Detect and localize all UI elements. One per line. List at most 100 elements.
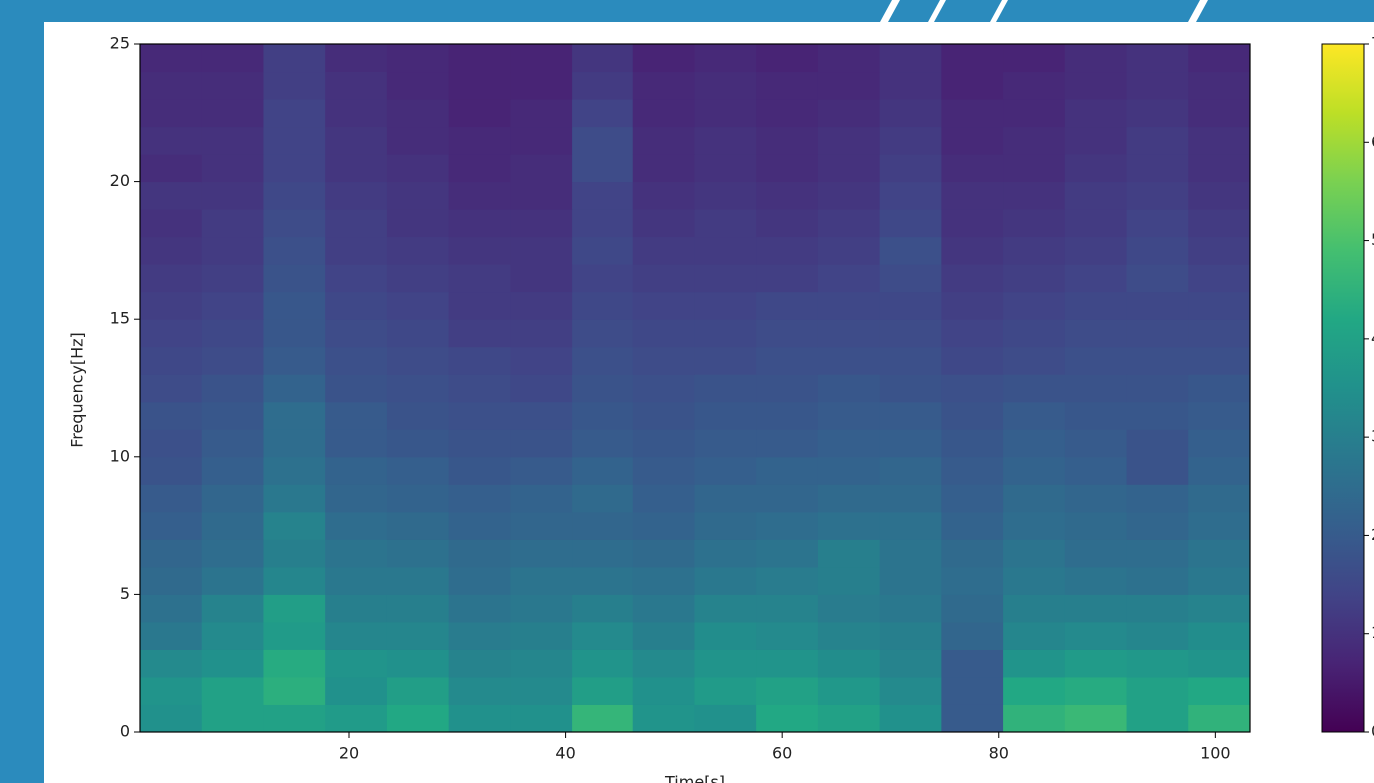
heatmap-cell	[1126, 319, 1189, 348]
heatmap-cell	[572, 401, 634, 430]
heatmap-cell	[879, 676, 942, 705]
colorbar-tick-label: 3	[1371, 427, 1374, 446]
heatmap-cell	[386, 264, 450, 293]
heatmap-cell	[201, 566, 264, 595]
heatmap-cell	[140, 126, 203, 155]
heatmap-cell	[632, 319, 695, 348]
heatmap-cell	[1064, 154, 1128, 183]
heatmap-cell	[879, 209, 942, 238]
heatmap-cell	[572, 511, 634, 540]
heatmap-cell	[448, 126, 511, 155]
heatmap-cell	[1188, 429, 1251, 458]
heatmap-cell	[140, 401, 203, 430]
heatmap-cell	[1126, 264, 1189, 293]
heatmap-cell	[817, 154, 881, 183]
heatmap-cell	[756, 71, 819, 100]
heatmap-cell	[879, 99, 942, 128]
heatmap-cell	[572, 456, 634, 485]
heatmap-cell	[941, 621, 1004, 650]
heatmap-cell	[263, 319, 326, 348]
heatmap-cell	[386, 704, 450, 733]
heatmap-cell	[1003, 264, 1066, 293]
heatmap-cell	[1188, 181, 1251, 210]
heatmap-cell	[1064, 539, 1128, 568]
heatmap-cell	[1188, 704, 1251, 733]
heatmap-cell	[510, 126, 573, 155]
heatmap-cell	[201, 99, 264, 128]
heatmap-cell	[817, 511, 881, 540]
heatmap-cell	[1003, 456, 1066, 485]
heatmap-cell	[1188, 236, 1251, 265]
heatmap-cell	[448, 209, 511, 238]
heatmap-cell	[632, 401, 695, 430]
heatmap-cell	[325, 511, 388, 540]
heatmap-cell	[263, 594, 326, 623]
heatmap-cell	[1003, 704, 1066, 733]
heatmap-cell	[694, 44, 757, 73]
heatmap-cell	[756, 154, 819, 183]
heatmap-cell	[448, 374, 511, 403]
heatmap-cell	[325, 319, 388, 348]
x-axis-label: Time[s]	[664, 773, 725, 783]
heatmap-cell	[201, 374, 264, 403]
heatmap-cell	[510, 649, 573, 678]
heatmap-cell	[201, 676, 264, 705]
heatmap-cell	[817, 539, 881, 568]
heatmap-cell	[263, 181, 326, 210]
heatmap-cell	[632, 676, 695, 705]
heatmap-cell	[817, 346, 881, 375]
heatmap-cell	[325, 374, 388, 403]
heatmap-cell	[448, 291, 511, 320]
heatmap-cell	[201, 126, 264, 155]
heatmap-cell	[1126, 511, 1189, 540]
heatmap-cell	[694, 539, 757, 568]
heatmap-cell	[756, 99, 819, 128]
y-tick-label: 15	[110, 309, 130, 328]
heatmap-cell	[572, 319, 634, 348]
heatmap-cell	[1126, 621, 1189, 650]
heatmap-cell	[386, 291, 450, 320]
heatmap-cell	[510, 291, 573, 320]
heatmap-cell	[572, 291, 634, 320]
heatmap-cell	[448, 44, 511, 73]
heatmap-cell	[879, 291, 942, 320]
heatmap-cell	[572, 126, 634, 155]
heatmap-cell	[632, 71, 695, 100]
heatmap-cell	[263, 566, 326, 595]
heatmap-cell	[1064, 566, 1128, 595]
y-axis-label: Frequency[Hz]	[68, 332, 87, 448]
heatmap-cell	[386, 99, 450, 128]
heatmap-cell	[1126, 346, 1189, 375]
heatmap-cell	[1003, 401, 1066, 430]
heatmap-cell	[201, 484, 264, 513]
heatmap-cell	[510, 456, 573, 485]
colorbar-tick-label: 5	[1371, 230, 1374, 249]
heatmap-cell	[510, 704, 573, 733]
heatmap-cell	[1003, 374, 1066, 403]
heatmap-cell	[1126, 236, 1189, 265]
heatmap-cell	[1064, 291, 1128, 320]
heatmap-cell	[1064, 126, 1128, 155]
heatmap-cell	[1003, 566, 1066, 595]
heatmap-cell	[694, 99, 757, 128]
heatmap-cell	[817, 621, 881, 650]
heatmap-cell	[941, 374, 1004, 403]
heatmap-cell	[263, 264, 326, 293]
heatmap-cell	[386, 511, 450, 540]
heatmap-cell	[572, 594, 634, 623]
heatmap-cell	[448, 401, 511, 430]
colorbar	[1321, 43, 1365, 733]
heatmap-cell	[510, 181, 573, 210]
heatmap-cell	[386, 566, 450, 595]
heatmap-cell	[325, 264, 388, 293]
heatmap-cell	[632, 236, 695, 265]
heatmap-cell	[572, 429, 634, 458]
heatmap-cell	[263, 649, 326, 678]
heatmap-cell	[1188, 209, 1251, 238]
heatmap-cell	[879, 704, 942, 733]
heatmap-cell	[1064, 401, 1128, 430]
heatmap-cell	[817, 236, 881, 265]
heatmap-cell	[386, 429, 450, 458]
heatmap-cell	[510, 566, 573, 595]
y-tick-label: 0	[120, 722, 130, 741]
